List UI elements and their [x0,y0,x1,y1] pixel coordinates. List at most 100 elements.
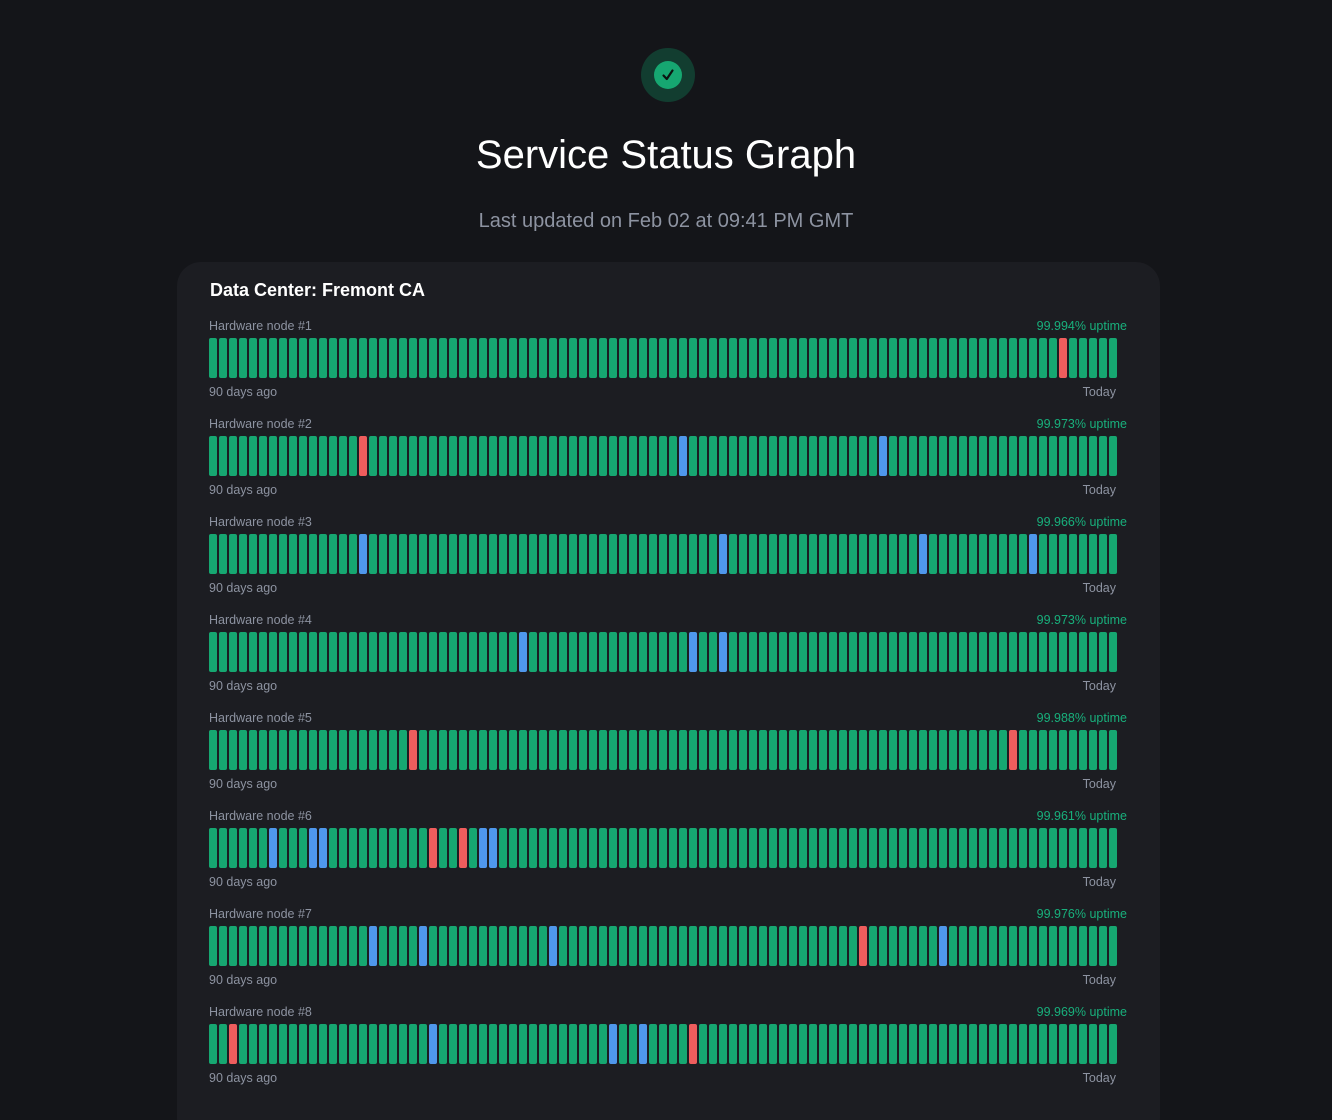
day-bar-operational[interactable] [909,632,917,672]
day-bar-operational[interactable] [299,534,307,574]
day-bar-operational[interactable] [299,730,307,770]
day-bar-operational[interactable] [869,730,877,770]
day-bar-operational[interactable] [399,1024,407,1064]
day-bar-operational[interactable] [759,926,767,966]
day-bar-operational[interactable] [989,730,997,770]
day-bar-operational[interactable] [1089,926,1097,966]
day-bar-operational[interactable] [749,828,757,868]
day-bar-operational[interactable] [619,1024,627,1064]
day-bar-operational[interactable] [899,1024,907,1064]
day-bar-operational[interactable] [919,338,927,378]
day-bar-operational[interactable] [269,1024,277,1064]
day-bar-operational[interactable] [689,534,697,574]
day-bar-operational[interactable] [619,828,627,868]
day-bar-operational[interactable] [229,926,237,966]
day-bar-operational[interactable] [999,730,1007,770]
day-bar-operational[interactable] [229,730,237,770]
day-bar-operational[interactable] [729,632,737,672]
day-bar-maintenance[interactable] [879,436,887,476]
day-bar-operational[interactable] [749,730,757,770]
day-bar-operational[interactable] [1009,632,1017,672]
day-bar-operational[interactable] [249,730,257,770]
day-bar-maintenance[interactable] [689,632,697,672]
day-bar-operational[interactable] [1099,632,1107,672]
day-bar-operational[interactable] [869,828,877,868]
day-bar-operational[interactable] [279,338,287,378]
day-bar-maintenance[interactable] [939,926,947,966]
day-bar-maintenance[interactable] [429,1024,437,1064]
day-bar-operational[interactable] [529,534,537,574]
day-bar-operational[interactable] [279,828,287,868]
day-bar-operational[interactable] [369,338,377,378]
day-bar-operational[interactable] [549,436,557,476]
day-bar-operational[interactable] [929,632,937,672]
day-bar-operational[interactable] [589,828,597,868]
day-bar-operational[interactable] [959,1024,967,1064]
day-bar-operational[interactable] [689,730,697,770]
day-bar-operational[interactable] [289,338,297,378]
day-bar-operational[interactable] [709,534,717,574]
day-bar-operational[interactable] [479,632,487,672]
day-bar-operational[interactable] [859,632,867,672]
day-bar-operational[interactable] [519,338,527,378]
day-bar-operational[interactable] [1029,632,1037,672]
day-bar-operational[interactable] [869,436,877,476]
day-bar-operational[interactable] [289,730,297,770]
day-bar-operational[interactable] [809,828,817,868]
day-bar-operational[interactable] [649,436,657,476]
day-bar-operational[interactable] [1049,730,1057,770]
day-bar-operational[interactable] [609,632,617,672]
day-bar-operational[interactable] [659,534,667,574]
day-bar-operational[interactable] [599,632,607,672]
day-bar-operational[interactable] [809,632,817,672]
day-bar-operational[interactable] [319,338,327,378]
day-bar-operational[interactable] [329,926,337,966]
day-bar-operational[interactable] [779,534,787,574]
day-bar-operational[interactable] [1029,730,1037,770]
day-bar-operational[interactable] [529,1024,537,1064]
day-bar-operational[interactable] [249,926,257,966]
day-bar-operational[interactable] [929,1024,937,1064]
day-bar-operational[interactable] [449,534,457,574]
day-bar-operational[interactable] [699,338,707,378]
day-bar-operational[interactable] [299,1024,307,1064]
day-bar-operational[interactable] [1029,828,1037,868]
day-bar-operational[interactable] [259,338,267,378]
day-bar-operational[interactable] [729,534,737,574]
day-bar-operational[interactable] [489,632,497,672]
day-bar-operational[interactable] [269,730,277,770]
day-bar-operational[interactable] [919,1024,927,1064]
day-bar-operational[interactable] [419,338,427,378]
day-bar-operational[interactable] [719,828,727,868]
day-bar-operational[interactable] [659,1024,667,1064]
day-bar-operational[interactable] [879,926,887,966]
day-bar-operational[interactable] [829,534,837,574]
day-bar-operational[interactable] [649,632,657,672]
day-bar-operational[interactable] [949,1024,957,1064]
day-bar-operational[interactable] [1049,926,1057,966]
day-bar-operational[interactable] [379,1024,387,1064]
day-bar-operational[interactable] [849,1024,857,1064]
day-bar-operational[interactable] [859,828,867,868]
day-bar-operational[interactable] [319,632,327,672]
day-bar-operational[interactable] [879,338,887,378]
day-bar-operational[interactable] [409,632,417,672]
day-bar-operational[interactable] [579,1024,587,1064]
day-bar-operational[interactable] [369,632,377,672]
day-bar-operational[interactable] [929,534,937,574]
day-bar-operational[interactable] [989,926,997,966]
day-bar-operational[interactable] [239,926,247,966]
day-bar-operational[interactable] [739,1024,747,1064]
day-bar-operational[interactable] [609,436,617,476]
day-bar-operational[interactable] [369,828,377,868]
day-bar-operational[interactable] [799,926,807,966]
day-bar-operational[interactable] [969,1024,977,1064]
day-bar-operational[interactable] [1069,1024,1077,1064]
day-bar-operational[interactable] [459,534,467,574]
day-bar-operational[interactable] [519,730,527,770]
day-bar-operational[interactable] [959,338,967,378]
day-bar-operational[interactable] [669,828,677,868]
day-bar-operational[interactable] [599,730,607,770]
day-bar-operational[interactable] [789,828,797,868]
day-bar-operational[interactable] [579,632,587,672]
